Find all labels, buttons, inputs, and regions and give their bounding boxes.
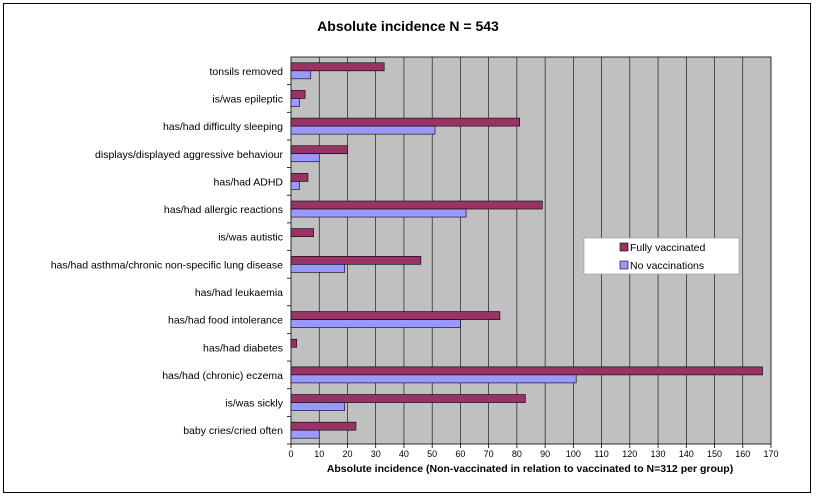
bar-no-vaccinations (290, 181, 300, 190)
bar-fully-vaccinated (290, 228, 314, 237)
bar-fully-vaccinated (290, 145, 348, 155)
bar-no-vaccinations (290, 125, 436, 135)
bar-fully-vaccinated (290, 173, 309, 182)
bar-fully-vaccinated (290, 200, 543, 210)
legend-swatch-no-vaccinations (619, 260, 629, 270)
x-tick-label: 10 (314, 449, 324, 459)
bar-no-vaccinations (290, 319, 461, 328)
x-tick-label: 130 (651, 449, 666, 459)
bar-no-vaccinations (290, 374, 577, 384)
x-tick-label: 70 (484, 449, 494, 459)
bar-fully-vaccinated (290, 62, 385, 72)
x-tick-label: 0 (288, 449, 293, 459)
category-label: baby cries/cried often (183, 425, 283, 437)
x-tick-label: 20 (342, 449, 352, 459)
bar-fully-vaccinated (290, 256, 422, 265)
legend-swatch-fully-vaccinated (619, 242, 629, 252)
category-label: is/was sickly (225, 398, 284, 410)
category-label: has/had allergic reactions (164, 204, 283, 216)
bar-fully-vaccinated (290, 394, 526, 403)
bar-no-vaccinations (290, 264, 345, 273)
bar-no-vaccinations (290, 153, 320, 163)
category-label: has/had asthma/chronic non-specific lung… (51, 259, 283, 271)
bar-no-vaccinations (290, 208, 467, 218)
x-tick-label: 100 (566, 449, 581, 459)
x-tick-label: 50 (427, 449, 437, 459)
x-tick-label: 40 (399, 449, 409, 459)
bar-fully-vaccinated (290, 311, 501, 320)
x-axis-title: Absolute incidence (Non-vaccinated in re… (327, 463, 733, 475)
x-tick-label: 30 (371, 449, 381, 459)
category-label: displays/displayed aggressive behaviour (95, 149, 283, 161)
category-label: has/had diabetes (203, 342, 283, 354)
bar-no-vaccinations (290, 98, 300, 107)
legend-label-no-vaccinations: No vaccinations (630, 260, 704, 272)
bar-fully-vaccinated (290, 366, 763, 376)
bar-no-vaccinations (290, 70, 312, 80)
category-label: has/had ADHD (214, 176, 284, 188)
legend-label-fully-vaccinated: Fully vaccinated (630, 242, 705, 254)
bar-fully-vaccinated (290, 117, 521, 127)
category-label: has/had (chronic) eczema (162, 370, 283, 382)
x-tick-label: 150 (707, 449, 722, 459)
x-tick-label: 140 (679, 449, 694, 459)
x-tick-label: 170 (763, 449, 778, 459)
bar-fully-vaccinated (290, 90, 306, 99)
x-tick-label: 160 (735, 449, 750, 459)
bar-no-vaccinations (290, 429, 320, 439)
category-label: is/was autistic (218, 232, 283, 244)
x-tick-label: 120 (622, 449, 637, 459)
bar-fully-vaccinated (290, 338, 297, 348)
category-label: has/had difficulty sleeping (163, 121, 283, 133)
x-tick-label: 60 (455, 449, 465, 459)
bar-no-vaccinations (290, 402, 345, 411)
bar-fully-vaccinated (290, 421, 357, 431)
x-tick-label: 80 (512, 449, 522, 459)
x-tick-label: 90 (540, 449, 550, 459)
category-label: has/had food intolerance (168, 315, 283, 327)
category-label: tonsils removed (209, 66, 283, 78)
legend: Fully vaccinated No vaccinations (583, 237, 740, 275)
x-tick-label: 110 (594, 449, 608, 459)
chart-title: Absolute incidence N = 543 (317, 18, 499, 34)
legend-box (583, 237, 740, 275)
category-label: has/had leukaemia (195, 287, 283, 299)
category-label: is/was epileptic (212, 93, 283, 105)
